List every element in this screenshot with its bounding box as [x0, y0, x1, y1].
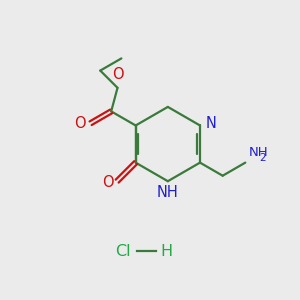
Text: 2: 2	[260, 153, 266, 163]
Text: Cl: Cl	[116, 244, 131, 259]
Text: H: H	[160, 244, 172, 259]
Text: O: O	[112, 68, 123, 82]
Text: N: N	[206, 116, 216, 131]
Text: O: O	[102, 175, 114, 190]
Text: O: O	[74, 116, 86, 131]
Text: NH: NH	[157, 185, 179, 200]
Text: NH: NH	[248, 146, 268, 159]
